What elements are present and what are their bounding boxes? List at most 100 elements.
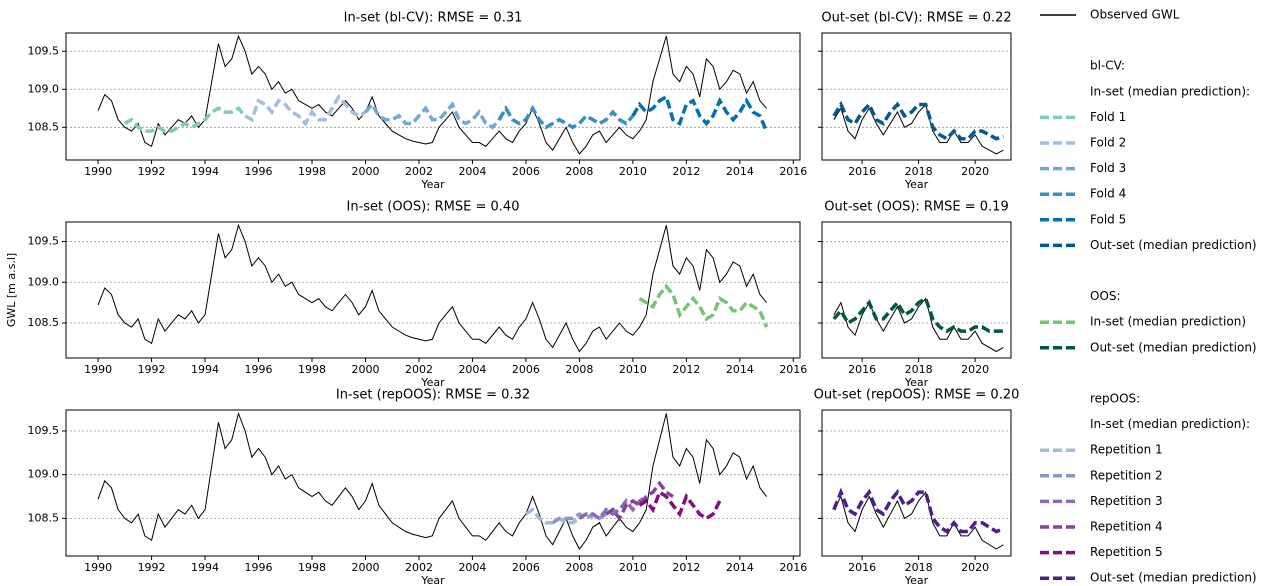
legend-group-title: OOS: bbox=[1090, 289, 1121, 303]
y-tick-label: 109.5 bbox=[28, 44, 60, 57]
x-tick-label: 1998 bbox=[298, 561, 326, 574]
prediction-line bbox=[832, 295, 1004, 334]
x-axis-label: Year bbox=[420, 178, 445, 191]
prediction-line bbox=[497, 104, 635, 130]
legend-group-title: bl-CV: bbox=[1090, 59, 1125, 73]
x-tick-label: 1992 bbox=[138, 363, 166, 376]
x-tick-label: 2016 bbox=[779, 165, 807, 178]
legend-label: Repetition 2 bbox=[1090, 468, 1163, 482]
prediction-line bbox=[638, 283, 769, 328]
chart-title: In-set (OOS): RMSE = 0.40 bbox=[347, 200, 520, 215]
y-tick-label: 109.5 bbox=[28, 235, 60, 248]
observed-line bbox=[833, 297, 1004, 353]
x-tick-label: 1990 bbox=[84, 165, 112, 178]
x-tick-label: 2008 bbox=[565, 561, 593, 574]
x-tick-label: 2006 bbox=[512, 561, 540, 574]
x-tick-label: 1992 bbox=[138, 561, 166, 574]
observed-line bbox=[97, 223, 767, 353]
y-axis-label: GWL [m a.s.l] bbox=[5, 253, 18, 327]
x-tick-label: 2008 bbox=[565, 363, 593, 376]
legend-label: Repetition 1 bbox=[1090, 443, 1163, 457]
x-tick-label: 1998 bbox=[298, 363, 326, 376]
x-tick-label: 1996 bbox=[245, 561, 273, 574]
x-axis-label: Year bbox=[904, 376, 929, 389]
x-tick-label: 2010 bbox=[619, 561, 647, 574]
x-tick-label: 2002 bbox=[405, 561, 433, 574]
y-tick-label: 108.5 bbox=[28, 316, 60, 329]
axes-frame bbox=[65, 221, 801, 359]
x-tick-label: 2006 bbox=[512, 165, 540, 178]
legend-label: Fold 4 bbox=[1090, 187, 1126, 201]
x-tick-label: 1990 bbox=[84, 561, 112, 574]
x-tick-label: 2020 bbox=[961, 165, 989, 178]
y-tick-label: 108.5 bbox=[28, 120, 60, 133]
prediction-line bbox=[578, 495, 648, 521]
x-tick-label: 2012 bbox=[672, 165, 700, 178]
x-tick-label: 2002 bbox=[405, 363, 433, 376]
x-tick-label: 2018 bbox=[905, 165, 933, 178]
x-tick-label: 2000 bbox=[351, 363, 379, 376]
axes-frame bbox=[65, 409, 801, 557]
axes-frame bbox=[65, 32, 801, 161]
x-tick-label: 1996 bbox=[245, 165, 273, 178]
x-tick-label: 1990 bbox=[84, 363, 112, 376]
x-axis-label: Year bbox=[420, 376, 445, 389]
x-tick-label: 2010 bbox=[619, 363, 647, 376]
x-axis-label: Year bbox=[904, 178, 929, 191]
x-tick-label: 2012 bbox=[672, 561, 700, 574]
y-tick-label: 109.0 bbox=[28, 82, 60, 95]
prediction-line bbox=[638, 489, 722, 521]
legend-label: Out-set (median prediction) bbox=[1090, 571, 1257, 585]
x-tick-label: 2016 bbox=[779, 363, 807, 376]
legend-label: Fold 2 bbox=[1090, 136, 1126, 150]
x-tick-label: 1994 bbox=[191, 561, 219, 574]
observed-line bbox=[833, 491, 1004, 550]
legend-label: Repetition 4 bbox=[1090, 520, 1163, 534]
x-axis-label: Year bbox=[904, 574, 929, 586]
chart-title: Out-set (OOS): RMSE = 0.19 bbox=[824, 200, 1008, 215]
x-tick-label: 2002 bbox=[405, 165, 433, 178]
prediction-line bbox=[631, 94, 769, 132]
x-tick-label: 2014 bbox=[726, 561, 754, 574]
x-tick-label: 2004 bbox=[458, 363, 486, 376]
chart-title: Out-set (repOOS): RMSE = 0.20 bbox=[814, 388, 1020, 403]
y-tick-label: 108.5 bbox=[28, 511, 60, 524]
prediction-line bbox=[123, 106, 247, 133]
x-tick-label: 1998 bbox=[298, 165, 326, 178]
x-tick-label: 2016 bbox=[848, 165, 876, 178]
x-tick-label: 2020 bbox=[961, 561, 989, 574]
prediction-line bbox=[605, 480, 674, 522]
legend-group-title: repOOS: bbox=[1090, 392, 1140, 406]
x-tick-label: 1994 bbox=[191, 363, 219, 376]
legend-label: Fold 1 bbox=[1090, 110, 1126, 124]
x-tick-label: 2000 bbox=[351, 165, 379, 178]
observed-line bbox=[97, 411, 767, 550]
x-tick-label: 2008 bbox=[565, 165, 593, 178]
y-tick-label: 109.5 bbox=[28, 424, 60, 437]
axes-frame bbox=[821, 32, 1012, 161]
axes-frame bbox=[821, 409, 1012, 557]
legend-group-subtitle: In-set (median prediction): bbox=[1090, 417, 1250, 431]
legend-label: Fold 3 bbox=[1090, 161, 1126, 175]
x-tick-label: 2000 bbox=[351, 561, 379, 574]
x-tick-label: 2020 bbox=[961, 363, 989, 376]
prediction-line bbox=[364, 101, 501, 130]
x-tick-label: 2018 bbox=[905, 363, 933, 376]
x-tick-label: 2014 bbox=[726, 363, 754, 376]
x-tick-label: 2004 bbox=[458, 165, 486, 178]
x-tick-label: 2016 bbox=[779, 561, 807, 574]
observed-line bbox=[97, 34, 767, 155]
x-tick-label: 2016 bbox=[848, 561, 876, 574]
y-tick-label: 109.0 bbox=[28, 468, 60, 481]
x-tick-label: 2018 bbox=[905, 561, 933, 574]
x-tick-label: 2006 bbox=[512, 363, 540, 376]
x-tick-label: 2016 bbox=[848, 363, 876, 376]
legend-label: Observed GWL bbox=[1090, 8, 1180, 22]
x-tick-label: 2004 bbox=[458, 561, 486, 574]
chart-title: Out-set (bl-CV): RMSE = 0.22 bbox=[821, 11, 1011, 26]
chart-title: In-set (repOOS): RMSE = 0.32 bbox=[336, 388, 530, 403]
legend-label: Repetition 3 bbox=[1090, 494, 1163, 508]
prediction-line bbox=[832, 487, 1004, 534]
x-tick-label: 2012 bbox=[672, 363, 700, 376]
prediction-line bbox=[244, 93, 367, 127]
